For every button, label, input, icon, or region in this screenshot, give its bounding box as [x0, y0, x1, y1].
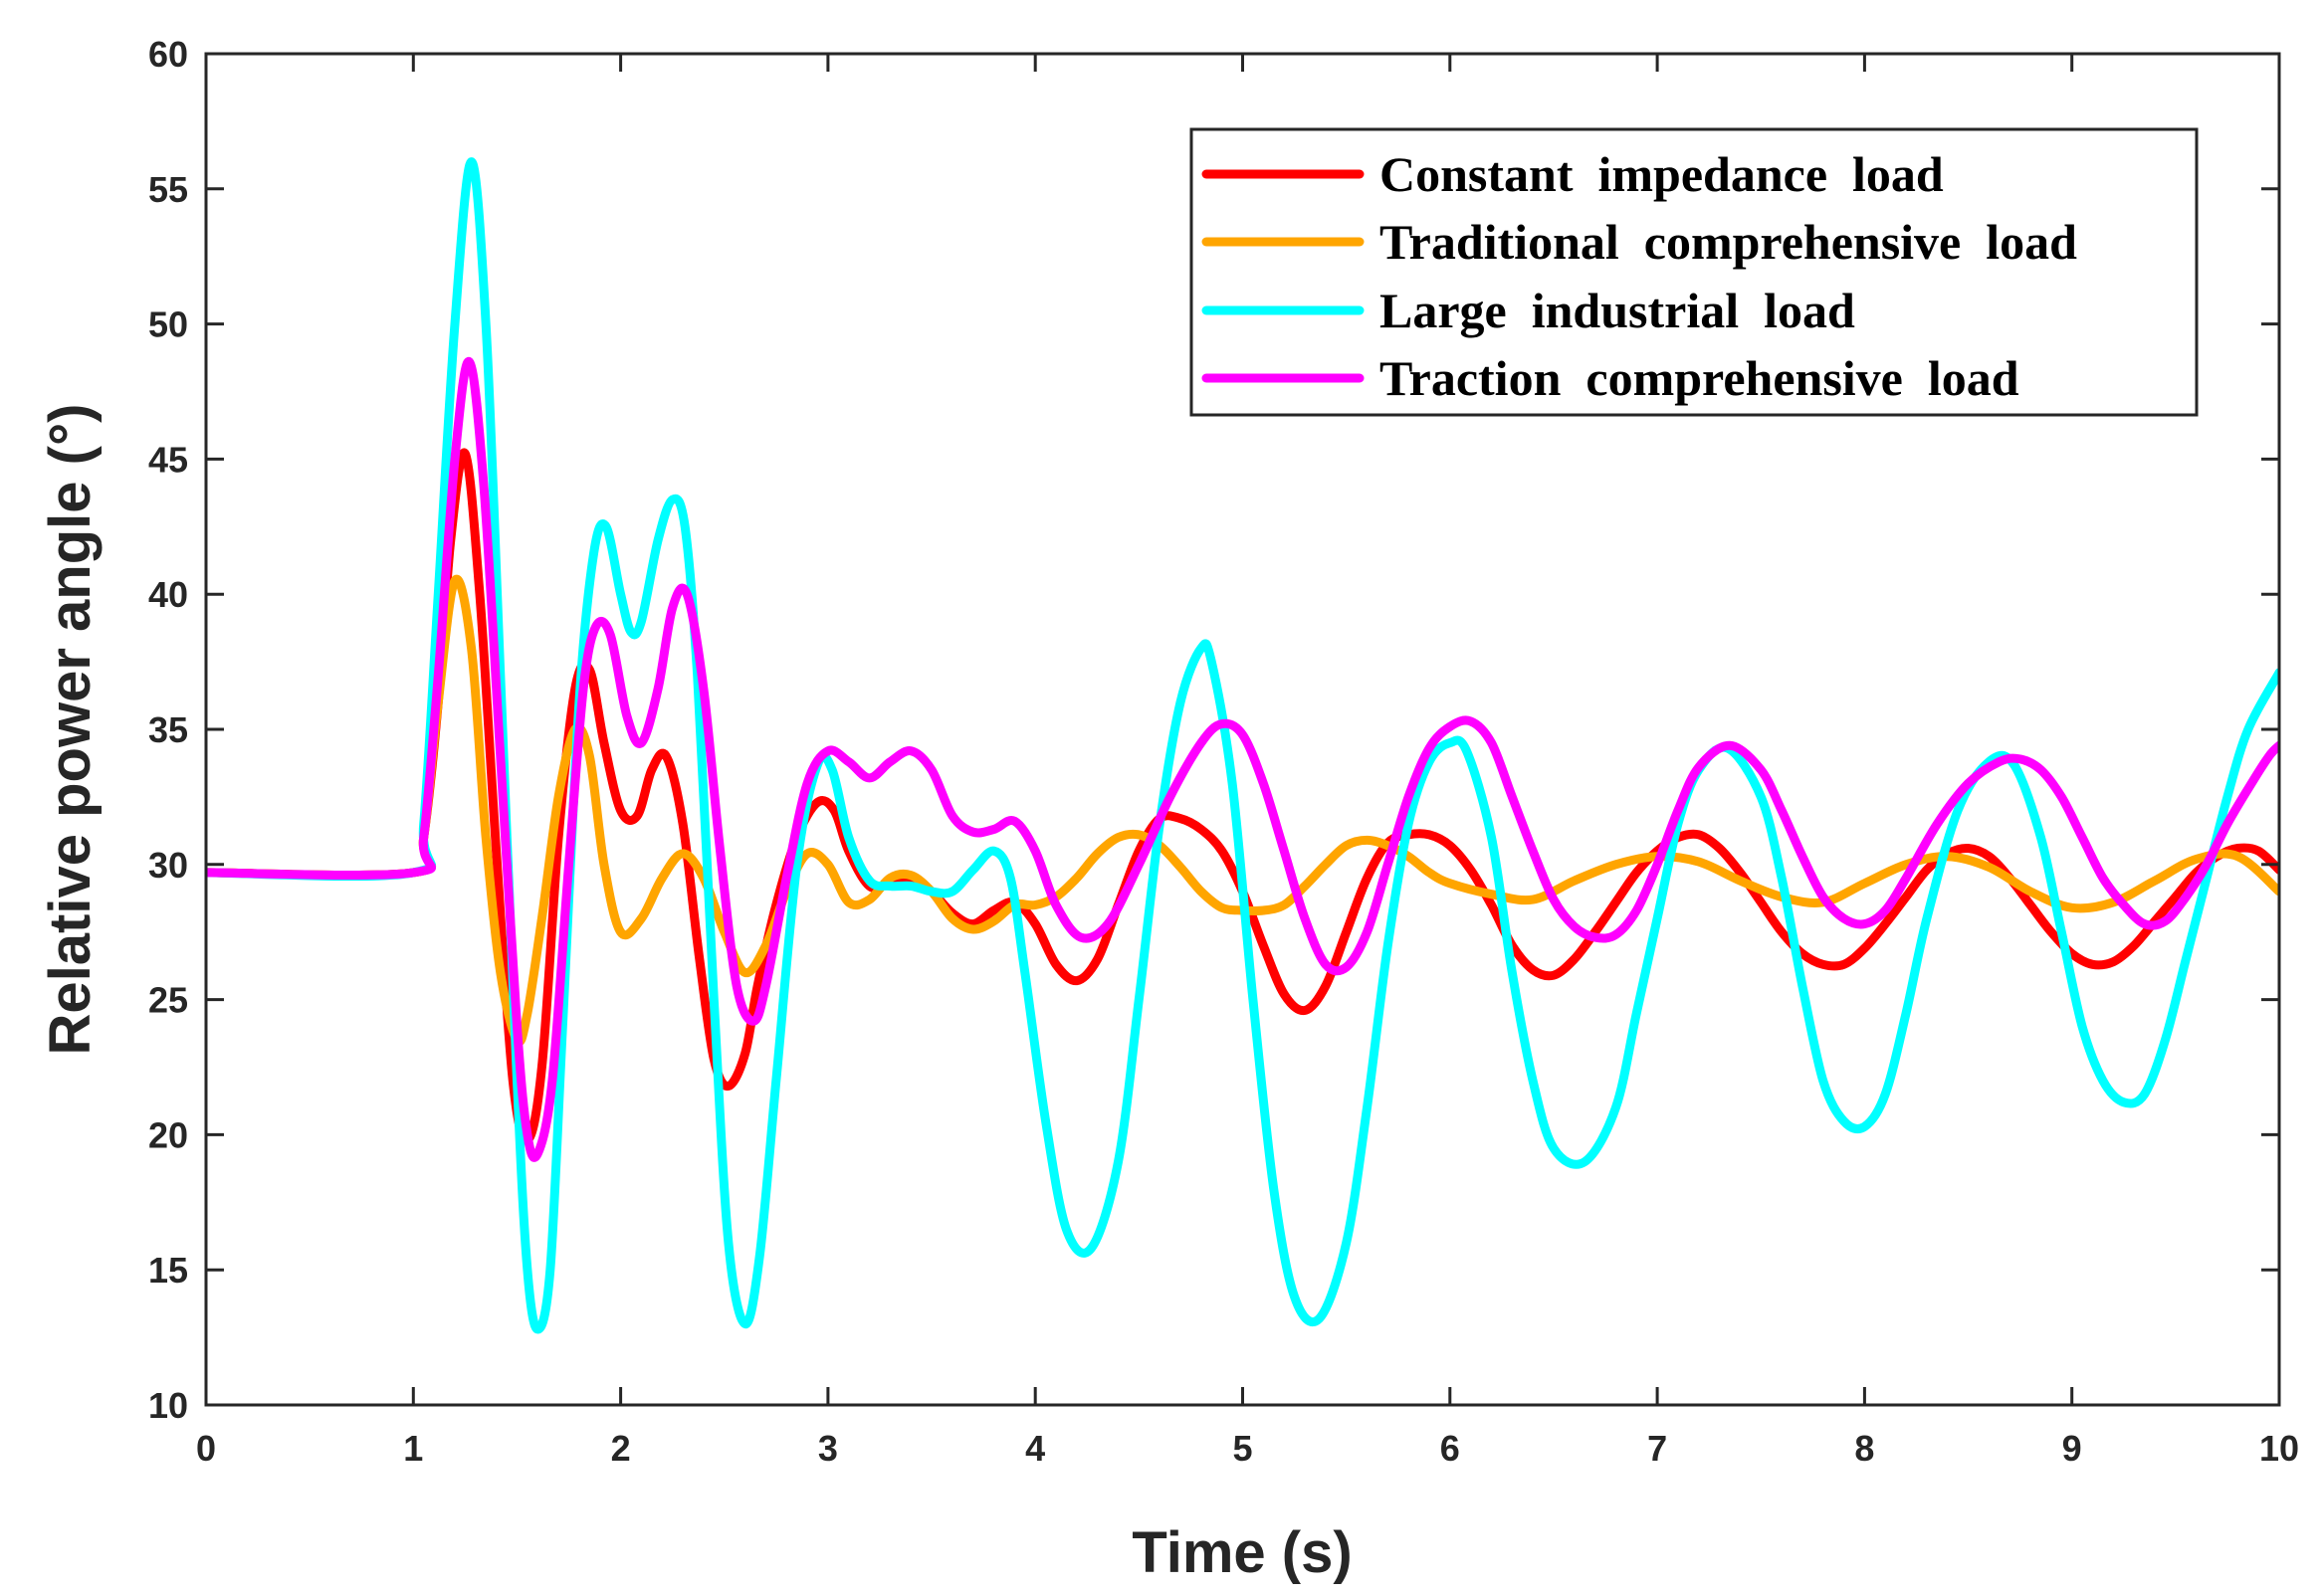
y-tick-label-10: 10 — [148, 1385, 188, 1426]
y-tick-label-20: 20 — [148, 1114, 188, 1155]
y-tick-label-55: 55 — [148, 169, 188, 210]
x-tick-label-6: 6 — [1440, 1428, 1460, 1469]
series-line-constant-impedance-load — [206, 448, 2279, 1145]
x-tick-label-3: 3 — [818, 1428, 838, 1469]
y-axis-label: Relative power angle (°) — [38, 404, 103, 1056]
x-tick-label-7: 7 — [1647, 1428, 1667, 1469]
x-tick-label-1: 1 — [403, 1428, 423, 1469]
x-tick-label-9: 9 — [2062, 1428, 2082, 1469]
x-tick-label-0: 0 — [196, 1428, 216, 1469]
x-axis-label: Time (s) — [1132, 1520, 1352, 1585]
legend-label-large-industrial: Large industrial load — [1379, 283, 1855, 338]
x-tick-label-10: 10 — [2259, 1428, 2299, 1469]
legend-label-constant-impedance: Constant impedance load — [1379, 146, 1944, 202]
x-tick-label-2: 2 — [611, 1428, 631, 1469]
y-tick-label-15: 15 — [148, 1250, 188, 1291]
legend-label-traditional-comprehensive: Traditional comprehensive load — [1379, 214, 2077, 270]
x-tick-label-4: 4 — [1025, 1428, 1045, 1469]
x-tick-label-8: 8 — [1854, 1428, 1874, 1469]
x-tick-label-5: 5 — [1232, 1428, 1252, 1469]
y-tick-label-30: 30 — [148, 845, 188, 886]
series-layer — [206, 157, 2279, 1334]
y-tick-label-40: 40 — [148, 574, 188, 615]
legend: Constant impedance load Traditional comp… — [1189, 127, 2199, 417]
y-tick-label-45: 45 — [148, 439, 188, 480]
y-tick-label-60: 60 — [148, 34, 188, 75]
y-tick-label-50: 50 — [148, 304, 188, 345]
y-tick-label-25: 25 — [148, 980, 188, 1021]
series-line-traditional-comprehensive-load — [206, 574, 2279, 1047]
series-line-traction-comprehensive-load — [206, 357, 2279, 1162]
y-tick-label-35: 35 — [148, 709, 188, 750]
legend-label-traction-comprehensive: Traction comprehensive load — [1379, 350, 2019, 406]
